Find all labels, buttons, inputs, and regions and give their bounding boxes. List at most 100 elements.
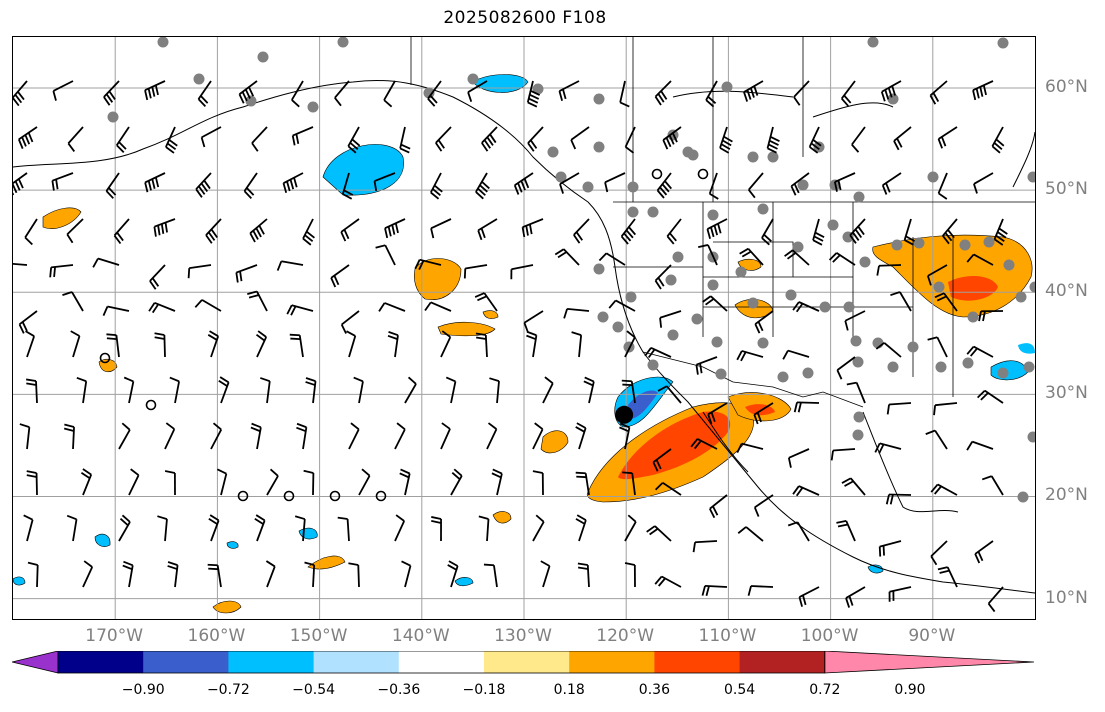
wind-barb <box>830 448 856 461</box>
wind-barb <box>394 422 406 450</box>
station-dot <box>245 95 257 107</box>
wind-barb <box>348 562 360 588</box>
wind-barb <box>571 331 583 358</box>
wind-barb <box>447 560 459 588</box>
negative-anomaly-region <box>867 564 884 574</box>
wind-barb <box>874 442 902 454</box>
wind-barb <box>384 218 406 239</box>
target-location-marker[interactable] <box>615 405 634 424</box>
colorbar-segment <box>58 651 144 673</box>
station-dot <box>891 239 903 251</box>
wind-barb <box>624 514 637 542</box>
wind-barb <box>836 356 856 380</box>
wind-barb <box>486 422 498 450</box>
wind-barb <box>477 218 498 241</box>
longitude-label: 90°W <box>908 626 956 646</box>
wind-barb <box>305 377 317 404</box>
weather-map[interactable] <box>12 36 1036 620</box>
positive-anomaly-region <box>482 310 499 319</box>
longitude-label: 170°W <box>85 626 144 646</box>
wind-barb <box>148 302 176 314</box>
station-dot <box>647 359 659 371</box>
wind-barb <box>656 172 672 199</box>
latitude-label: 10°N <box>1045 587 1088 608</box>
colorbar-tick-label: 0.36 <box>638 682 670 698</box>
wind-barb <box>542 376 554 404</box>
negative-anomaly-region <box>990 360 1029 381</box>
station-dot <box>593 263 605 275</box>
wind-barb <box>563 307 590 319</box>
wind-barb <box>841 477 866 496</box>
station-dot <box>859 256 871 268</box>
colorbar-tick-label: 0.18 <box>553 682 585 698</box>
wind-barb <box>265 560 276 588</box>
wind-barb <box>294 515 306 542</box>
wind-barb <box>966 440 994 451</box>
wind-barb <box>286 304 314 316</box>
wind-barb <box>840 80 856 107</box>
wind-barb <box>197 80 212 107</box>
station-dot <box>612 321 624 333</box>
station-dot <box>867 37 879 48</box>
wind-barb <box>930 483 958 496</box>
station-dot <box>819 301 831 313</box>
station-dot <box>967 311 979 323</box>
station-dot <box>785 289 797 301</box>
colorbar-extend-low <box>12 651 59 674</box>
station-dot <box>593 93 605 105</box>
station-dot <box>711 336 723 348</box>
station-dot <box>887 361 899 373</box>
station-dot <box>757 203 769 215</box>
wind-barb <box>431 516 442 542</box>
wind-barb <box>475 332 488 358</box>
map-canvas <box>13 37 1035 619</box>
station-dot <box>959 239 971 251</box>
wind-barb <box>489 377 500 404</box>
wind-barb <box>341 172 354 200</box>
colorbar-segment <box>143 651 229 673</box>
wind-barb <box>250 422 262 450</box>
wind-barb <box>698 244 718 266</box>
wind-barb <box>706 218 728 239</box>
station-dot <box>647 206 659 218</box>
wind-barb <box>644 347 672 359</box>
wind-barb <box>430 172 443 200</box>
colorbar-segment <box>484 651 570 673</box>
wind-barb <box>207 330 219 358</box>
wind-barb <box>25 330 35 358</box>
wind-barb <box>62 291 84 312</box>
wind-barb <box>346 330 357 358</box>
station-dot <box>843 301 855 313</box>
wind-barb <box>475 172 490 200</box>
station-dot <box>672 251 684 263</box>
wind-barb <box>705 80 718 108</box>
wind-barb <box>575 422 587 450</box>
latitude-label: 60°N <box>1045 77 1088 98</box>
station-dot <box>962 357 974 369</box>
wind-barb <box>330 264 350 288</box>
positive-anomaly-region <box>540 430 569 454</box>
wind-barb <box>340 310 360 334</box>
wind-barb <box>13 80 28 107</box>
colorbar-tick-label: 0.72 <box>809 682 841 698</box>
wind-barb <box>347 126 361 154</box>
wind-barb <box>450 468 463 496</box>
wind-barb <box>200 126 222 148</box>
anomaly-shading <box>13 74 1035 614</box>
wind-barb <box>106 333 120 358</box>
wind-barb <box>747 585 774 596</box>
wind-barb <box>937 126 958 149</box>
colorbar-segment <box>739 651 826 673</box>
wind-barb <box>787 521 810 542</box>
station-dot <box>1027 431 1035 443</box>
wind-barb <box>736 350 764 362</box>
wind-barb <box>13 262 28 266</box>
wind-barb <box>808 126 822 154</box>
wind-barb <box>575 514 587 542</box>
wind-barb <box>540 560 551 588</box>
wind-barb <box>878 540 902 557</box>
colorbar-extend-high <box>824 651 1035 674</box>
station-dot <box>983 236 995 248</box>
station-dot <box>1023 361 1035 373</box>
wind-barb <box>513 172 534 195</box>
